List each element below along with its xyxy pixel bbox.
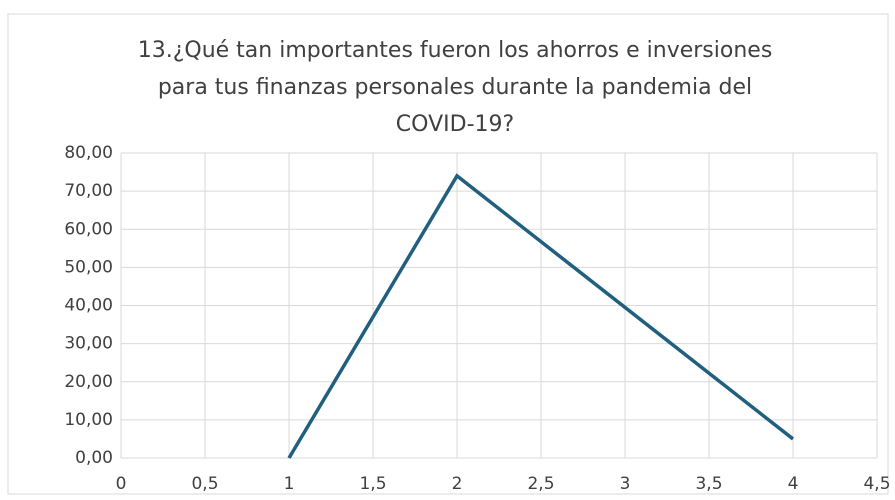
x-tick-label: 0,5 xyxy=(191,474,218,494)
x-tick-label: 1 xyxy=(284,474,295,494)
y-tick-label: 50,00 xyxy=(64,257,113,277)
y-tick-label: 20,00 xyxy=(64,372,113,392)
y-tick-label: 40,00 xyxy=(64,296,113,316)
y-tick-label: 10,00 xyxy=(64,410,113,430)
x-tick-label: 2 xyxy=(452,474,463,494)
x-tick-label: 1,5 xyxy=(359,474,386,494)
x-tick-label: 4 xyxy=(788,474,799,494)
x-tick-label: 3 xyxy=(620,474,631,494)
x-tick-label: 0 xyxy=(116,474,127,494)
chart-border xyxy=(7,13,889,495)
y-tick-label: 60,00 xyxy=(64,219,113,239)
x-tick-label: 4,5 xyxy=(863,474,890,494)
y-tick-label: 0,00 xyxy=(75,448,113,468)
y-tick-label: 30,00 xyxy=(64,334,113,354)
x-tick-label: 2,5 xyxy=(527,474,554,494)
chart-title: 13.¿Qué tan importantes fueron los ahorr… xyxy=(137,38,773,137)
y-tick-label: 80,00 xyxy=(64,143,113,163)
series-line xyxy=(287,173,795,459)
x-tick-label: 3,5 xyxy=(695,474,722,494)
y-tick-label: 70,00 xyxy=(64,181,113,201)
